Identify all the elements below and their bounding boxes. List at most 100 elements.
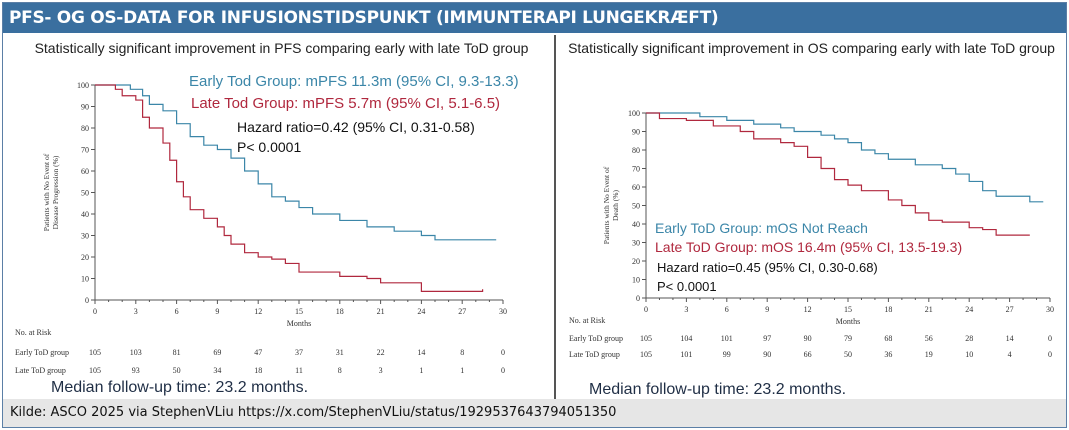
x-tick-label: 30 [499, 307, 507, 316]
risk-value: 3 [379, 366, 383, 375]
risk-value: 69 [213, 348, 221, 357]
y-tick-label: 30 [81, 232, 89, 241]
risk-value: 1 [460, 366, 464, 375]
risk-value: 56 [925, 334, 933, 343]
y-tick-label: 40 [632, 220, 640, 229]
y-tick-label: 0 [636, 294, 640, 303]
y-tick-label: 70 [81, 146, 89, 155]
risk-value: 4 [1008, 350, 1012, 359]
x-tick-label: 21 [925, 305, 933, 314]
risk-value: 81 [173, 348, 181, 357]
y-tick-label: 50 [81, 189, 89, 198]
risk-value: 50 [173, 366, 181, 375]
risk-value: 0 [1048, 350, 1052, 359]
risk-value: 105 [640, 334, 652, 343]
x-tick-label: 15 [844, 305, 852, 314]
pfs-panel: Statistically significant improvement in… [9, 35, 556, 399]
os-followup: Median follow-up time: 23.2 months. [589, 381, 847, 398]
risk-value: 34 [213, 366, 221, 375]
risk-table-title: No. at Risk [569, 316, 605, 325]
risk-value: 14 [417, 348, 425, 357]
y-tick-label: 90 [632, 128, 640, 137]
risk-row-label: Late ToD group [15, 366, 66, 375]
x-tick-label: 9 [215, 307, 219, 316]
risk-value: 105 [89, 366, 101, 375]
x-tick-label: 12 [254, 307, 262, 316]
y-axis-label: Disease Progression (%) [51, 155, 60, 229]
x-tick-label: 3 [134, 307, 138, 316]
risk-value: 66 [804, 350, 812, 359]
y-tick-label: 10 [632, 276, 640, 285]
x-tick-label: 15 [295, 307, 303, 316]
late-annotation: Late Tod Group: mPFS 5.7m (95% CI, 5.1-6… [191, 95, 500, 112]
risk-value: 14 [1006, 334, 1014, 343]
risk-value: 19 [925, 350, 933, 359]
risk-value: 28 [965, 334, 973, 343]
risk-value: 10 [965, 350, 973, 359]
y-tick-label: 60 [81, 167, 89, 176]
y-tick-label: 70 [632, 165, 640, 174]
y-tick-label: 50 [632, 202, 640, 211]
risk-value: 93 [132, 366, 140, 375]
y-tick-label: 100 [628, 109, 640, 118]
y-tick-label: 30 [632, 239, 640, 248]
risk-value: 0 [1048, 334, 1052, 343]
os-subtitle: Statistically significant improvement in… [568, 40, 1055, 56]
early-annotation: Early Tod Group: mPFS 11.3m (95% CI, 9.3… [189, 73, 519, 90]
x-tick-label: 0 [644, 305, 648, 314]
risk-row-label: Early ToD group [569, 334, 623, 343]
y-tick-label: 20 [632, 257, 640, 266]
hr-annotation: Hazard ratio=0.42 (95% CI, 0.31-0.58) [237, 119, 475, 135]
x-tick-label: 12 [804, 305, 812, 314]
x-tick-label: 6 [725, 305, 729, 314]
y-tick-label: 60 [632, 183, 640, 192]
late-annotation: Late ToD Group: mOS 16.4m (95% CI, 13.5-… [655, 239, 962, 255]
risk-value: 36 [884, 350, 892, 359]
risk-value: 1 [419, 366, 423, 375]
source-footer: Kilde: ASCO 2025 via StephenVLiu https:/… [3, 399, 1066, 427]
x-tick-label: 9 [765, 305, 769, 314]
early-annotation: Early ToD Group: mOS Not Reach [655, 220, 868, 236]
y-tick-label: 20 [81, 253, 89, 262]
pfs-followup: Median follow-up time: 23.2 months. [51, 379, 309, 396]
late-km-curve [646, 112, 1030, 236]
risk-value: 11 [295, 366, 303, 375]
x-tick-label: 3 [684, 305, 688, 314]
y-axis-label: Patients with No Event of [602, 166, 611, 244]
early-km-curve [646, 112, 1044, 203]
y-tick-label: 40 [81, 210, 89, 219]
os-panel: Statistically significant improvement in… [559, 35, 1064, 399]
x-tick-label: 27 [1006, 305, 1014, 314]
risk-value: 22 [377, 348, 385, 357]
y-tick-label: 80 [632, 146, 640, 155]
pfs-subtitle: Statistically significant improvement in… [34, 40, 529, 56]
late-km-curve [95, 84, 484, 292]
x-axis-label: Months [836, 317, 860, 326]
risk-value: 90 [763, 350, 771, 359]
early-km-curve [95, 84, 497, 241]
risk-value: 0 [501, 348, 505, 357]
risk-table-title: No. at Risk [15, 328, 51, 337]
hr-annotation: Hazard ratio=0.45 (95% CI, 0.30-0.68) [657, 260, 878, 275]
risk-value: 8 [338, 366, 342, 375]
risk-value: 105 [89, 348, 101, 357]
risk-row-label: Early ToD group [15, 348, 69, 357]
x-tick-label: 18 [336, 307, 344, 316]
y-tick-label: 10 [81, 275, 89, 284]
risk-value: 8 [460, 348, 464, 357]
y-tick-label: 100 [77, 81, 89, 90]
x-tick-label: 21 [377, 307, 385, 316]
risk-value: 105 [640, 350, 652, 359]
y-axis-label: Death (%) [611, 189, 620, 221]
risk-value: 99 [723, 350, 731, 359]
page-title: PFS- OG OS-DATA FOR INFUSIONSTIDSPUNKT (… [3, 3, 1066, 33]
x-tick-label: 24 [417, 307, 425, 316]
x-axis-label: Months [287, 319, 311, 328]
x-tick-label: 6 [175, 307, 179, 316]
risk-value: 90 [804, 334, 812, 343]
x-tick-label: 30 [1046, 305, 1054, 314]
risk-value: 18 [254, 366, 262, 375]
